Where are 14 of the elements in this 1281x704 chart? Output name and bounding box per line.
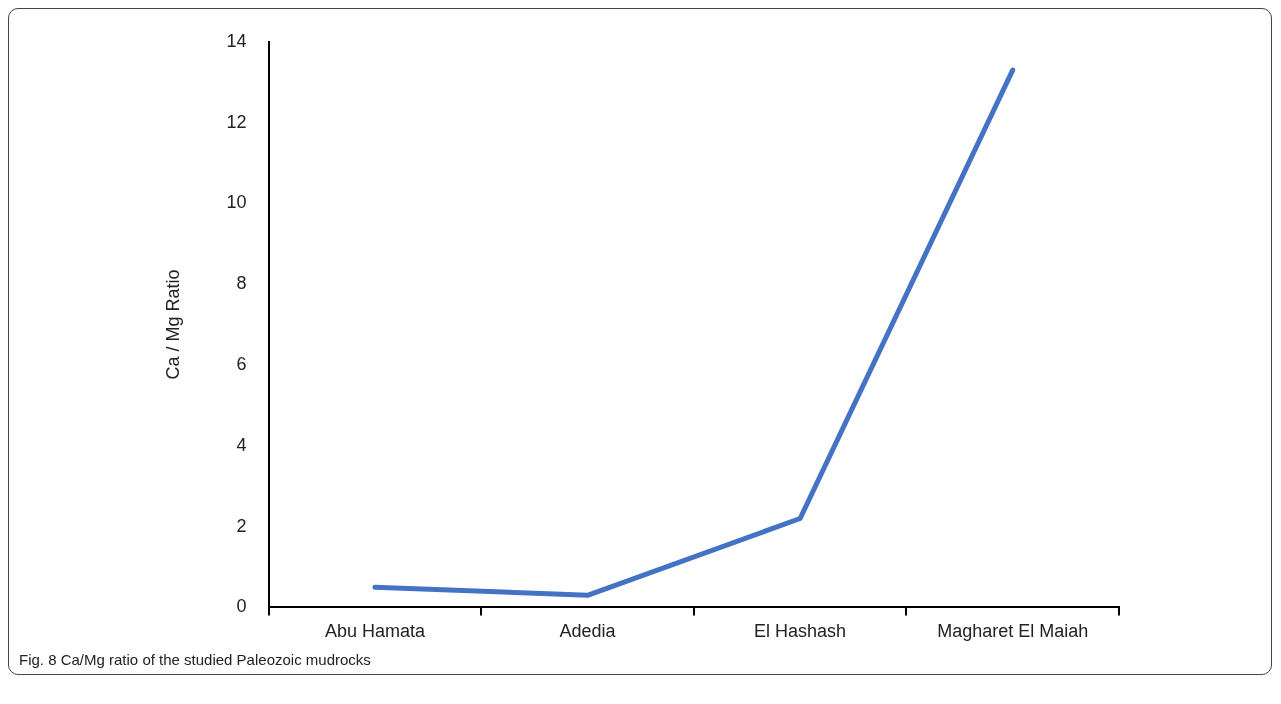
x-tick-label: Abu Hamata: [324, 621, 426, 642]
x-tick-label: El Hashash: [754, 621, 847, 642]
x-tick-label: Adedia: [559, 621, 617, 642]
y-tick-label: 2: [236, 515, 247, 536]
y-tick-label: 8: [236, 273, 247, 294]
y-tick-label: 10: [226, 192, 247, 213]
y-tick-label: 12: [226, 111, 247, 132]
y-tick-label: 0: [236, 596, 247, 617]
y-tick-label: 14: [226, 30, 247, 51]
caption: Fig. 8 Ca/Mg ratio of the studied Paleozoic mudrocks: [18, 650, 372, 670]
y-tick-label: 6: [236, 353, 247, 374]
y-axis-title: Ca / Mg Ratio: [162, 269, 183, 380]
y-tick-label: 4: [236, 434, 247, 455]
x-tick-label: Magharet El Maiah: [937, 621, 1089, 642]
